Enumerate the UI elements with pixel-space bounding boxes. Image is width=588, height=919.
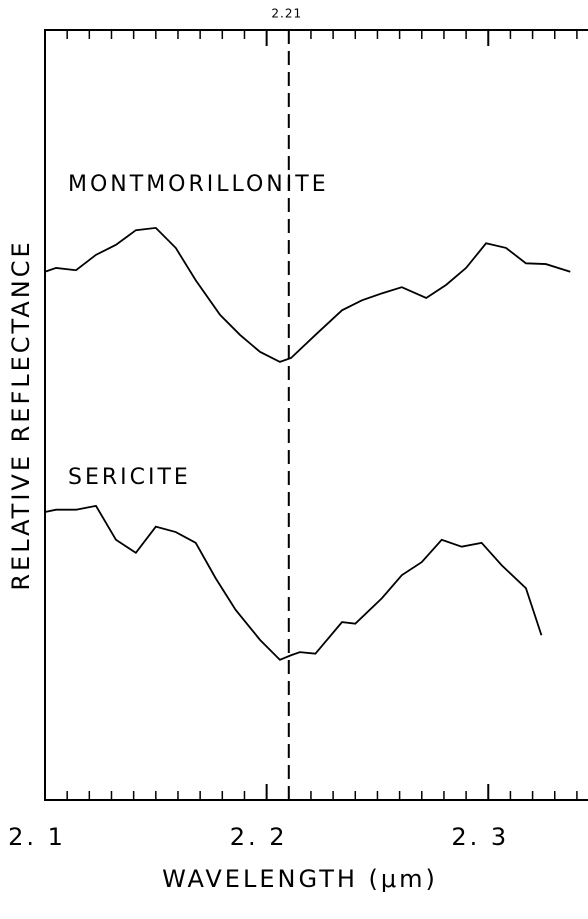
series-label: SERICITE [68,465,191,490]
series-label: MONTMORILLONITE [68,172,329,197]
x-tick-label: 2. 2 [230,823,288,851]
spectrum-line [44,226,571,363]
x-axis-label: WAVELENGTH (μm) [162,865,438,893]
x-tick-label: 2. 1 [8,823,66,851]
x-tick-label: 2. 3 [451,823,509,851]
y-axis-label: RELATIVE REFLECTANCE [7,239,35,590]
reference-label: 2.21 [271,7,302,21]
spectrum-line [44,504,543,661]
axis-frame [44,29,588,801]
